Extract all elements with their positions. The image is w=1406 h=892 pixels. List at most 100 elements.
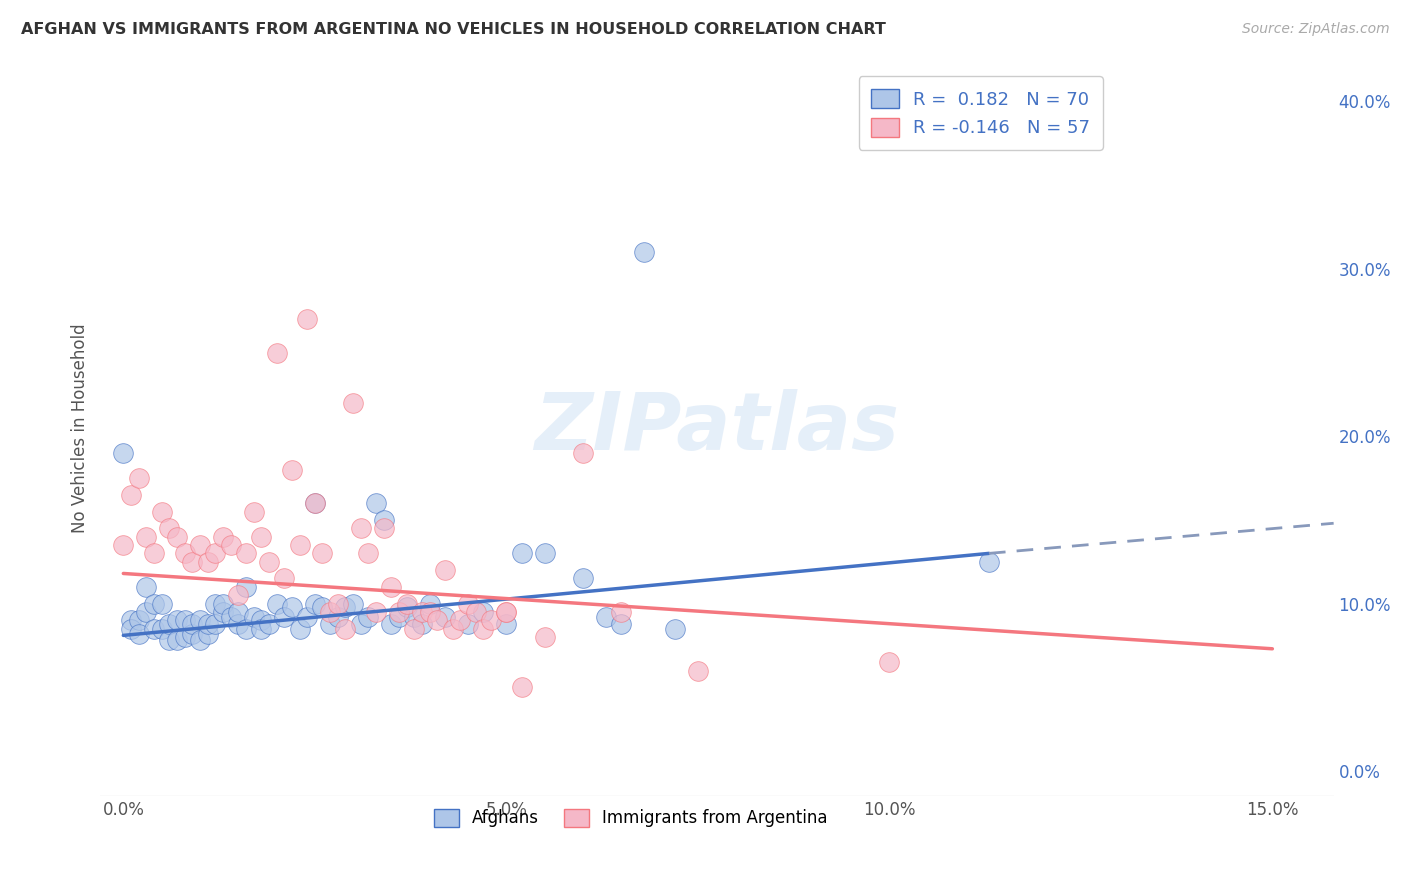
Point xyxy=(366,496,388,510)
Point xyxy=(610,616,633,631)
Point xyxy=(273,610,295,624)
Point xyxy=(335,622,357,636)
Point xyxy=(610,605,633,619)
Point xyxy=(250,530,273,544)
Text: ZIPatlas: ZIPatlas xyxy=(534,389,900,467)
Point xyxy=(173,630,195,644)
Point xyxy=(441,622,464,636)
Point xyxy=(419,605,441,619)
Point xyxy=(150,597,173,611)
Point xyxy=(281,599,304,614)
Point xyxy=(533,546,555,560)
Point xyxy=(510,546,533,560)
Point xyxy=(212,605,235,619)
Point xyxy=(266,345,288,359)
Point xyxy=(128,626,150,640)
Point xyxy=(181,626,204,640)
Point xyxy=(197,555,219,569)
Point xyxy=(434,610,457,624)
Point xyxy=(311,599,333,614)
Point xyxy=(319,616,342,631)
Point xyxy=(326,597,349,611)
Point xyxy=(150,504,173,518)
Point xyxy=(143,622,166,636)
Point xyxy=(434,563,457,577)
Point xyxy=(188,633,211,648)
Point xyxy=(366,605,388,619)
Point xyxy=(686,664,709,678)
Point xyxy=(219,610,242,624)
Point xyxy=(235,580,257,594)
Point xyxy=(135,530,157,544)
Point xyxy=(449,613,471,627)
Point xyxy=(242,610,264,624)
Point xyxy=(533,630,555,644)
Point xyxy=(464,605,486,619)
Point xyxy=(166,613,188,627)
Point xyxy=(257,555,280,569)
Point xyxy=(281,463,304,477)
Point xyxy=(664,622,686,636)
Point xyxy=(257,616,280,631)
Point xyxy=(128,613,150,627)
Point xyxy=(250,613,273,627)
Point xyxy=(380,616,402,631)
Point xyxy=(472,622,495,636)
Point xyxy=(295,312,318,326)
Point xyxy=(226,605,249,619)
Point xyxy=(250,622,273,636)
Point xyxy=(879,655,901,669)
Point xyxy=(572,446,595,460)
Point xyxy=(342,597,364,611)
Point xyxy=(288,622,311,636)
Point xyxy=(335,599,357,614)
Point xyxy=(304,496,326,510)
Point xyxy=(395,599,418,614)
Point xyxy=(495,605,517,619)
Point xyxy=(143,597,166,611)
Point xyxy=(120,622,142,636)
Point xyxy=(572,572,595,586)
Point xyxy=(173,613,195,627)
Point xyxy=(112,446,135,460)
Point xyxy=(166,633,188,648)
Point xyxy=(166,530,188,544)
Point xyxy=(197,616,219,631)
Point xyxy=(457,616,479,631)
Point xyxy=(426,613,449,627)
Point xyxy=(411,605,433,619)
Text: AFGHAN VS IMMIGRANTS FROM ARGENTINA NO VEHICLES IN HOUSEHOLD CORRELATION CHART: AFGHAN VS IMMIGRANTS FROM ARGENTINA NO V… xyxy=(21,22,886,37)
Point xyxy=(128,471,150,485)
Point xyxy=(273,572,295,586)
Point xyxy=(350,521,373,535)
Point xyxy=(242,504,264,518)
Point xyxy=(419,597,441,611)
Point xyxy=(112,538,135,552)
Point xyxy=(135,580,157,594)
Point xyxy=(143,546,166,560)
Point xyxy=(357,546,380,560)
Point xyxy=(404,622,426,636)
Point xyxy=(319,605,342,619)
Point xyxy=(197,626,219,640)
Point xyxy=(188,613,211,627)
Point xyxy=(388,605,411,619)
Point xyxy=(235,546,257,560)
Point xyxy=(157,521,180,535)
Point xyxy=(342,395,364,409)
Point xyxy=(479,613,502,627)
Point xyxy=(235,622,257,636)
Point xyxy=(204,597,226,611)
Point xyxy=(135,605,157,619)
Point xyxy=(311,546,333,560)
Point xyxy=(350,616,373,631)
Point xyxy=(212,597,235,611)
Legend: Afghans, Immigrants from Argentina: Afghans, Immigrants from Argentina xyxy=(425,800,837,836)
Point xyxy=(395,597,418,611)
Point xyxy=(304,597,326,611)
Y-axis label: No Vehicles in Household: No Vehicles in Household xyxy=(72,323,89,533)
Point xyxy=(188,538,211,552)
Point xyxy=(226,588,249,602)
Point xyxy=(373,521,395,535)
Point xyxy=(204,616,226,631)
